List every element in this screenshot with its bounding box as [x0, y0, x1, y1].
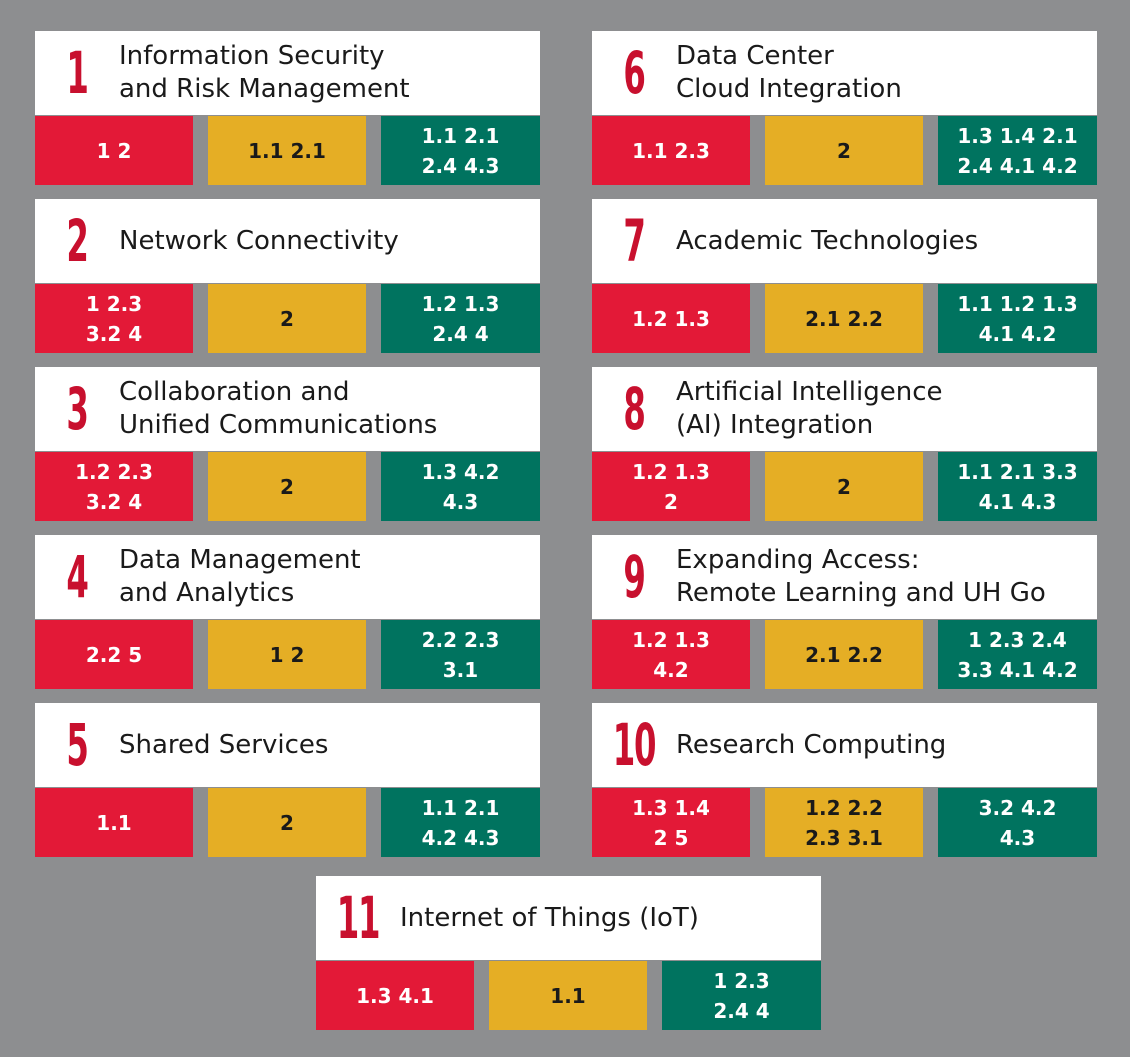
card-number: 2	[66, 207, 89, 275]
yellow-cell: 1.2 2.2 2.3 3.1	[765, 788, 923, 857]
red-cell: 1.1 2.3	[592, 116, 750, 185]
card-header: 8 Artificial Intelligence (AI) Integrati…	[592, 367, 1097, 451]
green-cell: 2.2 2.3 3.1	[381, 620, 540, 689]
yellow-cell: 2	[765, 452, 923, 521]
green-cell: 1.1 2.1 4.2 4.3	[381, 788, 540, 857]
red-cell: 1.3 4.1	[316, 961, 474, 1030]
card-title: Data Management and Analytics	[119, 545, 361, 608]
card-header: 3 Collaboration and Unified Communicatio…	[35, 367, 540, 451]
yellow-cell: 2	[765, 116, 923, 185]
yellow-cell: 2	[208, 788, 366, 857]
red-cell: 1.1	[35, 788, 193, 857]
yellow-cell: 2.1 2.2	[765, 284, 923, 353]
card-number: 5	[66, 711, 89, 779]
yellow-cell: 1.1 2.1	[208, 116, 366, 185]
card-number: 7	[623, 207, 646, 275]
red-cell: 1 2.3 3.2 4	[35, 284, 193, 353]
red-cell: 1.2 1.3 4.2	[592, 620, 750, 689]
card-number: 8	[623, 375, 646, 443]
card-header: 11 Internet of Things (IoT)	[316, 876, 821, 960]
green-cell: 1.1 2.1 3.3 4.1 4.3	[938, 452, 1097, 521]
green-cell: 1.1 2.1 2.4 4.3	[381, 116, 540, 185]
card-number: 10	[612, 711, 657, 779]
red-cell: 1.2 2.3 3.2 4	[35, 452, 193, 521]
card-number: 3	[66, 375, 89, 443]
red-cell: 2.2 5	[35, 620, 193, 689]
initiative-card-1: 1 Information Security and Risk Manageme…	[35, 31, 540, 185]
yellow-cell: 1 2	[208, 620, 366, 689]
card-number: 4	[66, 543, 89, 611]
card-header: 5 Shared Services	[35, 703, 540, 787]
initiative-card-5: 5 Shared Services 1.1 2 1.1 2.1 4.2 4.3	[35, 703, 540, 857]
initiative-card-3: 3 Collaboration and Unified Communicatio…	[35, 367, 540, 521]
yellow-cell: 2	[208, 284, 366, 353]
green-cell: 1.2 1.3 2.4 4	[381, 284, 540, 353]
initiative-card-11: 11 Internet of Things (IoT) 1.3 4.1 1.1 …	[316, 876, 821, 1030]
initiative-card-2: 2 Network Connectivity 1 2.3 3.2 4 2 1.2…	[35, 199, 540, 353]
card-number: 6	[623, 39, 646, 107]
red-cell: 1 2	[35, 116, 193, 185]
green-cell: 3.2 4.2 4.3	[938, 788, 1097, 857]
card-number: 1	[66, 39, 89, 107]
card-title: Information Security and Risk Management	[119, 41, 410, 104]
card-header: 10 Research Computing	[592, 703, 1097, 787]
card-header: 2 Network Connectivity	[35, 199, 540, 283]
green-cell: 1 2.3 2.4 4	[662, 961, 821, 1030]
initiative-card-4: 4 Data Management and Analytics 2.2 5 1 …	[35, 535, 540, 689]
card-title: Internet of Things (IoT)	[400, 902, 699, 933]
card-title: Research Computing	[676, 729, 947, 760]
green-cell: 1.3 1.4 2.1 2.4 4.1 4.2	[938, 116, 1097, 185]
initiative-card-7: 7 Academic Technologies 1.2 1.3 2.1 2.2 …	[592, 199, 1097, 353]
card-title: Shared Services	[119, 729, 329, 760]
card-header: 1 Information Security and Risk Manageme…	[35, 31, 540, 115]
green-cell: 1.3 4.2 4.3	[381, 452, 540, 521]
initiative-card-6: 6 Data Center Cloud Integration 1.1 2.3 …	[592, 31, 1097, 185]
green-cell: 1.1 1.2 1.3 4.1 4.2	[938, 284, 1097, 353]
card-header: 4 Data Management and Analytics	[35, 535, 540, 619]
initiative-card-8: 8 Artificial Intelligence (AI) Integrati…	[592, 367, 1097, 521]
red-cell: 1.3 1.4 2 5	[592, 788, 750, 857]
yellow-cell: 1.1	[489, 961, 647, 1030]
red-cell: 1.2 1.3	[592, 284, 750, 353]
yellow-cell: 2.1 2.2	[765, 620, 923, 689]
card-number: 9	[623, 543, 646, 611]
card-header: 9 Expanding Access: Remote Learning and …	[592, 535, 1097, 619]
card-title: Expanding Access: Remote Learning and UH…	[676, 545, 1046, 608]
card-header: 6 Data Center Cloud Integration	[592, 31, 1097, 115]
card-title: Data Center Cloud Integration	[676, 41, 902, 104]
card-header: 7 Academic Technologies	[592, 199, 1097, 283]
card-title: Network Connectivity	[119, 225, 399, 256]
card-title: Academic Technologies	[676, 225, 979, 256]
red-cell: 1.2 1.3 2	[592, 452, 750, 521]
card-number: 11	[336, 884, 381, 952]
initiative-card-9: 9 Expanding Access: Remote Learning and …	[592, 535, 1097, 689]
card-title: Artificial Intelligence (AI) Integration	[676, 377, 943, 440]
initiative-card-10: 10 Research Computing 1.3 1.4 2 5 1.2 2.…	[592, 703, 1097, 857]
card-title: Collaboration and Unified Communications	[119, 377, 438, 440]
green-cell: 1 2.3 2.4 3.3 4.1 4.2	[938, 620, 1097, 689]
yellow-cell: 2	[208, 452, 366, 521]
